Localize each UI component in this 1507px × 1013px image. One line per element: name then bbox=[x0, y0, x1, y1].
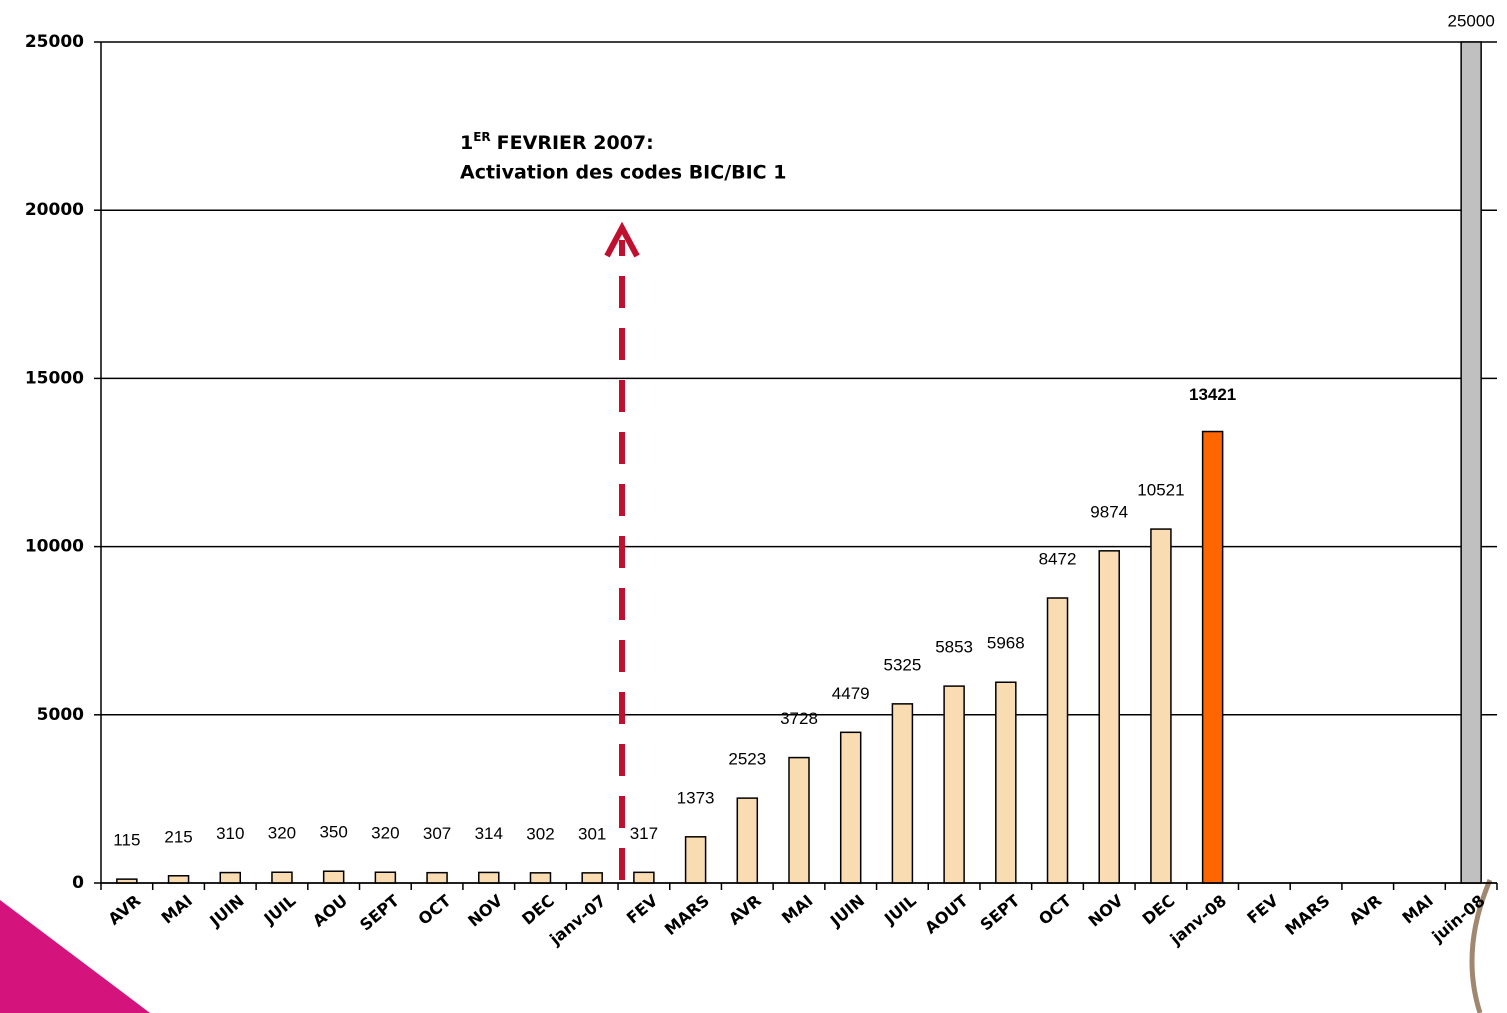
value-label: 307 bbox=[423, 824, 451, 843]
x-tick-label: MAI bbox=[158, 891, 196, 928]
value-label: 115 bbox=[113, 831, 140, 850]
x-tick-label: AVR bbox=[105, 891, 145, 929]
bar bbox=[633, 871, 655, 884]
annotation-number: 1 bbox=[460, 132, 473, 154]
logo-curve bbox=[1469, 879, 1493, 1013]
annotation: 1ER FEVRIER 2007: bbox=[460, 130, 654, 154]
value-label: 5325 bbox=[883, 655, 921, 674]
value-label: 13421 bbox=[1189, 385, 1236, 404]
x-tick-label: SEPT bbox=[977, 891, 1024, 935]
bar bbox=[1150, 528, 1172, 884]
bar bbox=[478, 871, 500, 884]
y-tick-label: 5000 bbox=[37, 705, 84, 725]
bar bbox=[1046, 597, 1069, 884]
bar bbox=[219, 871, 242, 884]
x-tick-label: OCT bbox=[415, 891, 455, 929]
x-tick-label: MAI bbox=[1398, 891, 1436, 928]
x-tick-label: JUIN bbox=[205, 891, 247, 931]
bar bbox=[943, 685, 965, 884]
y-tick-label: 15000 bbox=[25, 368, 84, 388]
x-tick-label: janv-08 bbox=[1166, 891, 1230, 949]
arrow-head bbox=[604, 221, 640, 258]
value-label: 317 bbox=[630, 824, 658, 843]
bar bbox=[1201, 430, 1224, 884]
x-tick-label: NOV bbox=[1085, 891, 1128, 931]
x-tick-label: AVR bbox=[1345, 891, 1385, 929]
bar bbox=[736, 797, 759, 884]
x-tick-label: AOUT bbox=[921, 891, 971, 938]
x-tick-label: AOU bbox=[309, 891, 351, 931]
x-tick-label: OCT bbox=[1035, 891, 1075, 929]
y-tick-label: 10000 bbox=[25, 537, 84, 557]
x-tick-label: JUIN bbox=[826, 891, 868, 931]
bar bbox=[891, 703, 914, 884]
value-label: 25000 bbox=[1448, 11, 1495, 30]
bar bbox=[1098, 550, 1120, 884]
bar bbox=[684, 836, 707, 884]
logo-shape bbox=[0, 900, 150, 1013]
x-tick-label: FEV bbox=[623, 891, 662, 928]
value-label: 314 bbox=[475, 824, 503, 843]
value-label: 5853 bbox=[935, 638, 973, 657]
bar bbox=[167, 875, 190, 884]
value-label: 320 bbox=[371, 824, 399, 843]
value-label: 10521 bbox=[1137, 481, 1184, 500]
value-label: 2523 bbox=[728, 750, 766, 769]
x-tick-label: NOV bbox=[464, 891, 507, 931]
x-tick-label: SEPT bbox=[356, 891, 403, 935]
value-label: 310 bbox=[216, 824, 244, 843]
bar bbox=[995, 681, 1017, 884]
x-tick-label: JUIL bbox=[260, 891, 300, 929]
x-tick-label: AVR bbox=[725, 891, 765, 929]
bar bbox=[271, 871, 293, 884]
value-label: 320 bbox=[268, 824, 296, 843]
annotation-superscript: ER bbox=[473, 130, 490, 144]
y-tick-label: 25000 bbox=[25, 32, 84, 52]
bar bbox=[581, 872, 603, 884]
x-tick-label: MAI bbox=[778, 891, 816, 928]
bar bbox=[426, 871, 448, 884]
x-tick-label: JUIL bbox=[880, 891, 920, 929]
bar bbox=[1460, 41, 1482, 884]
x-tick-label: DEC bbox=[518, 891, 558, 929]
bar bbox=[322, 870, 345, 884]
bar bbox=[374, 871, 397, 884]
value-label: 3728 bbox=[780, 709, 818, 728]
plot: 0 5000 10000 15000 20000 25000 AVR 115 MAI 215 JUI… bbox=[25, 11, 1498, 949]
value-label: 5968 bbox=[987, 634, 1025, 653]
x-tick-label: janv-07 bbox=[545, 891, 609, 949]
x-tick-label: MARS bbox=[1281, 891, 1333, 939]
bar bbox=[529, 872, 552, 884]
value-label: 302 bbox=[526, 824, 554, 843]
value-label: 8472 bbox=[1039, 549, 1077, 568]
value-label: 215 bbox=[164, 827, 192, 846]
value-label: 4479 bbox=[832, 684, 870, 703]
y-tick-label: 0 bbox=[72, 873, 84, 893]
x-tick-label: MARS bbox=[661, 891, 713, 939]
value-label: 301 bbox=[578, 824, 606, 843]
annotation-line2: Activation des codes BIC/BIC 1 bbox=[460, 162, 786, 184]
x-tick-label: FEV bbox=[1243, 891, 1282, 928]
value-label: 1373 bbox=[677, 788, 715, 807]
annotation-text: FEVRIER 2007: bbox=[497, 132, 654, 154]
bar bbox=[839, 731, 862, 884]
bar bbox=[788, 756, 810, 884]
value-label: 350 bbox=[319, 823, 347, 842]
value-label: 9874 bbox=[1090, 502, 1128, 521]
y-tick-label: 20000 bbox=[25, 200, 84, 220]
x-tick-label: DEC bbox=[1139, 891, 1179, 929]
